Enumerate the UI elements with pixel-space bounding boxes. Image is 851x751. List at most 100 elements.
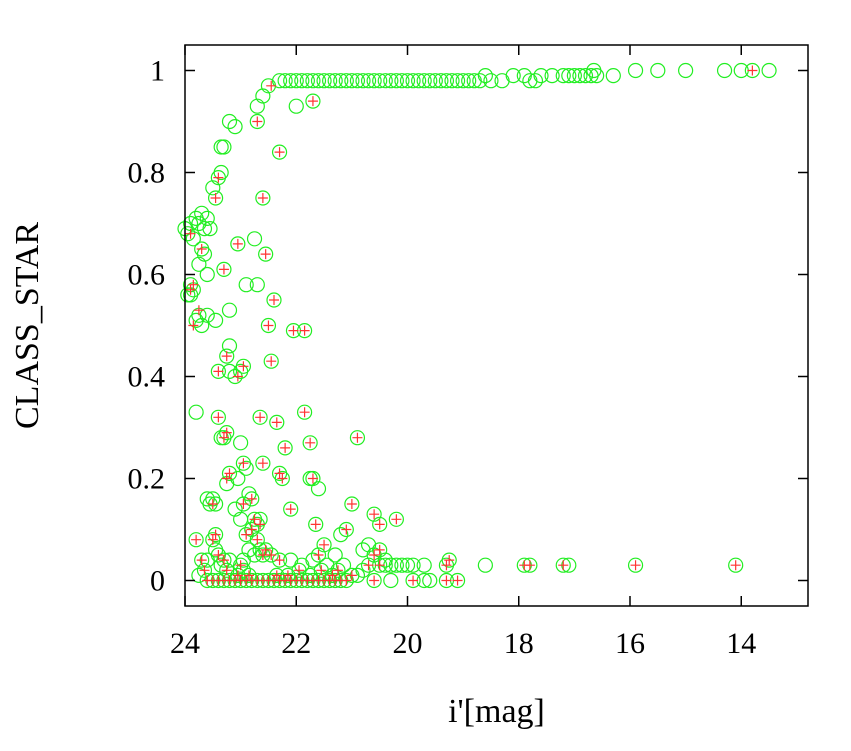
data-point-circle xyxy=(235,455,252,471)
data-point-circle xyxy=(366,572,382,589)
data-point-plus xyxy=(277,473,288,484)
y-tick-label: 1 xyxy=(150,55,165,88)
data-point-circle xyxy=(388,73,404,89)
data-point-plus xyxy=(241,529,252,540)
data-point-plus xyxy=(196,244,207,254)
data-point-circle xyxy=(388,511,404,527)
data-point-plus xyxy=(269,295,279,305)
data-point-circle xyxy=(455,73,471,89)
y-tick-label: 0.4 xyxy=(128,361,166,394)
data-point-plus xyxy=(346,570,357,581)
data-point-circle xyxy=(650,62,666,79)
data-point-circle xyxy=(283,552,299,568)
data-point-circle xyxy=(399,73,416,89)
data-point-circle xyxy=(221,302,238,318)
x-tick-label: 16 xyxy=(615,627,645,660)
data-point-circle xyxy=(377,552,393,568)
data-point-circle xyxy=(577,67,594,84)
data-point-plus xyxy=(238,361,249,372)
data-point-circle xyxy=(244,491,260,507)
data-point-plus xyxy=(441,560,452,571)
data-point-circle xyxy=(210,409,226,425)
data-point-plus xyxy=(213,172,224,183)
data-point-circle xyxy=(213,164,229,181)
data-point-circle xyxy=(216,261,232,277)
data-point-circle xyxy=(433,73,449,89)
data-point-plus xyxy=(221,473,232,484)
data-point-plus xyxy=(252,534,263,545)
data-point-circle xyxy=(210,363,226,379)
data-point-circle xyxy=(185,231,201,247)
data-point-circle xyxy=(338,73,354,89)
data-point-plus xyxy=(185,228,196,239)
data-point-circle xyxy=(360,73,377,89)
data-point-plus xyxy=(441,575,452,586)
data-point-plus xyxy=(369,575,380,586)
data-point-circle xyxy=(191,256,207,272)
data-point-circle xyxy=(533,67,549,84)
data-point-circle xyxy=(299,73,315,89)
x-tick-label: 20 xyxy=(393,627,423,660)
data-point-circle xyxy=(230,236,246,252)
data-point-circle xyxy=(355,562,371,578)
data-point-circle xyxy=(316,73,332,89)
data-point-circle xyxy=(744,62,760,79)
data-point-circle xyxy=(249,277,265,293)
data-point-plus xyxy=(305,437,316,448)
data-point-circle xyxy=(344,73,360,89)
x-tick-label: 24 xyxy=(170,627,200,660)
data-point-circle xyxy=(188,532,204,548)
data-point-plus xyxy=(249,514,260,525)
data-point-plus xyxy=(332,565,343,576)
data-point-plus xyxy=(266,550,277,560)
data-point-plus xyxy=(213,366,224,377)
data-point-circle xyxy=(383,572,399,589)
data-point-circle xyxy=(283,73,299,89)
data-point-plus xyxy=(374,544,385,555)
y-tick-label: 0.8 xyxy=(128,157,166,190)
data-point-circle xyxy=(258,542,274,558)
data-point-plus xyxy=(363,560,374,571)
data-point-plus xyxy=(257,550,268,560)
data-point-plus xyxy=(452,575,463,586)
data-point-plus xyxy=(213,412,224,423)
y-tick-label: 0 xyxy=(150,565,165,598)
y-tick-label: 0.6 xyxy=(128,259,166,292)
data-point-plus xyxy=(316,565,327,576)
data-point-plus xyxy=(280,442,291,453)
data-point-circle xyxy=(441,552,457,568)
data-point-circle xyxy=(422,73,438,89)
data-point-circle xyxy=(477,557,493,573)
data-point-circle xyxy=(338,521,354,538)
data-point-plus xyxy=(252,116,263,127)
data-point-plus xyxy=(235,560,246,571)
data-point-circle xyxy=(566,67,582,84)
data-point-circle xyxy=(416,73,432,89)
data-point-circle xyxy=(294,73,310,89)
data-point-circle xyxy=(205,180,221,196)
data-point-circle xyxy=(296,404,313,420)
data-point-plus xyxy=(196,555,207,566)
data-point-plus xyxy=(221,565,232,576)
data-point-plus xyxy=(243,570,254,581)
data-point-circle xyxy=(205,532,221,548)
data-point-circle xyxy=(277,73,293,89)
data-point-circle xyxy=(233,435,249,451)
y-axis-title: CLASS_STAR xyxy=(9,222,46,429)
data-point-plus xyxy=(221,427,232,438)
data-point-circle xyxy=(327,547,343,563)
data-point-plus xyxy=(341,524,352,535)
x-tick-label: 14 xyxy=(726,627,756,660)
data-point-plus xyxy=(274,468,285,479)
data-point-circle xyxy=(196,221,213,237)
data-point-circle xyxy=(761,62,777,79)
data-point-circle xyxy=(252,409,268,425)
data-point-circle xyxy=(349,430,366,446)
data-point-circle xyxy=(196,562,213,578)
data-point-circle xyxy=(310,481,327,497)
axis-ticks: 24 22 20 18 16 14 0 0.2 0.4 0.6 0.8 1 xyxy=(128,45,808,660)
data-point-circle xyxy=(207,542,224,558)
data-point-circle xyxy=(461,73,477,89)
data-point-circle xyxy=(333,526,349,543)
data-point-circle xyxy=(310,547,327,563)
